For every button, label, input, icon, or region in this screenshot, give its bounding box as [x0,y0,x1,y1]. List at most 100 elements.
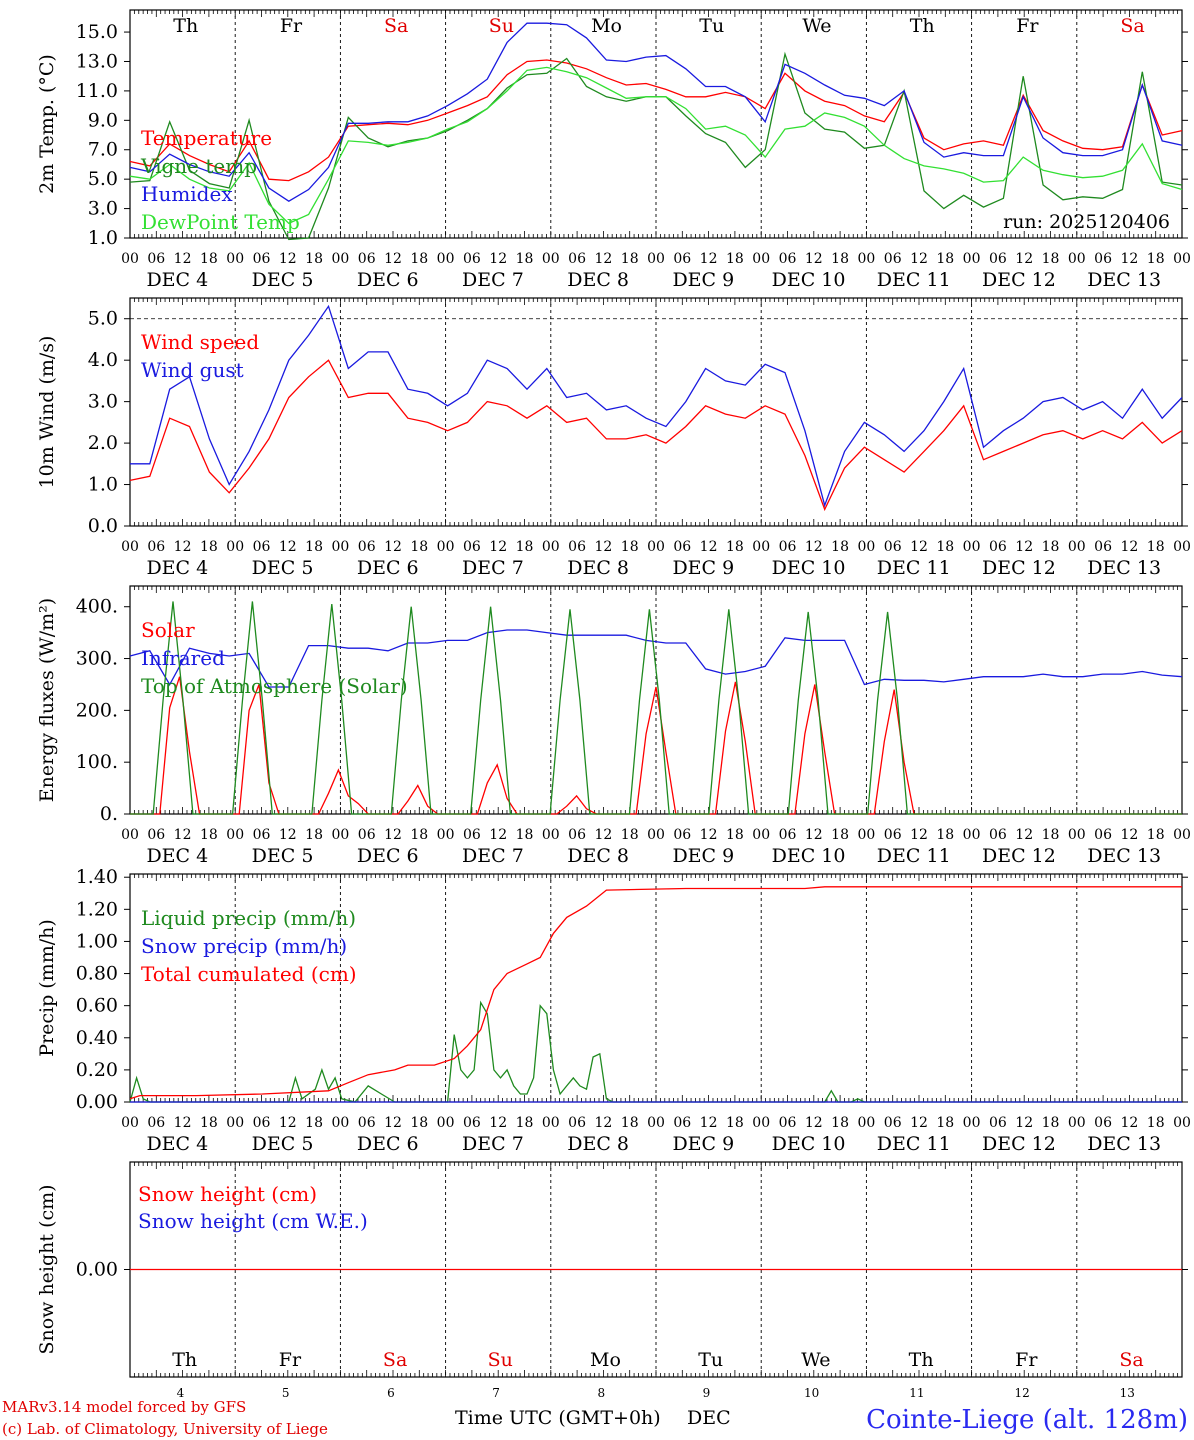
hour-label: 12 [700,539,718,555]
date-label: DEC 13 [1087,269,1161,291]
y-tick-label: 5.0 [88,308,118,330]
legend-entry: Snow height (cm W.E.) [138,1209,368,1233]
date-label: DEC 7 [462,1133,524,1155]
hour-label: 12 [594,827,612,843]
y-tick-label: 0.00 [76,1259,118,1281]
hour-label: 18 [1147,1115,1165,1131]
date-label: DEC 6 [357,269,419,291]
series-line [130,304,1183,508]
hour-label: 12 [279,251,297,267]
panel-precip: 0.00 0.20 0.40 0.60 0.80 1.00 1.20 1.40 Precip (… [36,866,1191,1155]
day-label: Su [488,1349,513,1371]
hour-label: 12 [489,827,507,843]
date-label: DEC 7 [462,557,524,579]
y-tick-label: 1.0 [88,474,118,496]
y-tick-label: 1.20 [76,898,118,920]
day-number: 5 [282,1386,290,1400]
hour-label: 06 [673,251,691,267]
legend-entry: Humidex [141,182,233,206]
hour-label: 18 [1042,1115,1060,1131]
y-tick-label: 0.80 [76,963,118,985]
hour-label: 06 [989,1115,1007,1131]
day-label: Th [909,1349,934,1371]
panel-energy: 0. 100. 200. 300. 400. Energy fluxes (W/m²) So… [36,585,1191,867]
y-tick-label: 1.0 [88,227,118,249]
hour-label: 06 [463,1115,481,1131]
hour-label: 06 [1094,1115,1112,1131]
legend-entry: Snow height (cm) [138,1182,317,1206]
legend-entry: Vigne temp [140,154,257,178]
hour-label: 18 [726,251,744,267]
hour-label: 06 [463,539,481,555]
date-label: DEC 12 [982,269,1056,291]
day-label: Fr [1015,1349,1038,1371]
hour-label: 00 [1173,1115,1191,1131]
hour-label: 12 [805,251,823,267]
hour-label: 12 [594,251,612,267]
hour-label: 12 [1120,539,1138,555]
hour-label: 00 [542,539,560,555]
hour-label: 00 [857,827,875,843]
hour-label: 06 [463,827,481,843]
date-label: DEC 6 [357,557,419,579]
hour-label: 18 [305,539,323,555]
day-label: Tu [699,15,724,37]
day-label: Th [173,15,198,37]
legend-entry: DewPoint Temp [141,210,300,234]
x-axis-month: DEC [687,1407,731,1429]
hour-label: 00 [121,251,139,267]
hour-label: 06 [1094,539,1112,555]
y-tick-label: 0.00 [76,1091,118,1113]
day-label: Tu [698,1349,723,1371]
date-label: DEC 7 [462,845,524,867]
date-label: DEC 13 [1087,557,1161,579]
hour-label: 00 [1068,251,1086,267]
hour-label: 18 [726,539,744,555]
hour-label: 00 [226,827,244,843]
hour-label: 18 [936,539,954,555]
day-label: We [802,15,831,37]
hour-label: 12 [174,539,192,555]
hour-label: 06 [989,827,1007,843]
series-line [129,1000,1182,1103]
hour-label: 18 [516,251,534,267]
day-label: Sa [383,1349,407,1371]
y-tick-label: 2.0 [88,432,118,454]
hour-label: 00 [963,539,981,555]
hour-label: 12 [489,1115,507,1131]
day-label: Sa [1120,15,1144,37]
hour-label: 06 [989,539,1007,555]
y-tick-label: 7.0 [88,139,118,161]
y-axis-label: Energy fluxes (W/m²) [36,598,58,802]
day-label: Su [489,15,514,37]
series-line [129,359,1183,512]
hour-label: 18 [621,539,639,555]
hour-label: 06 [989,251,1007,267]
date-label: DEC 8 [567,1133,629,1155]
hour-label: 18 [305,1115,323,1131]
y-tick-label: 0.20 [76,1059,118,1081]
day-number: 9 [703,1386,711,1400]
hour-label: 00 [752,539,770,555]
hour-label: 12 [805,827,823,843]
hour-label: 06 [568,251,586,267]
hour-label: 06 [779,539,797,555]
hour-label: 06 [253,251,271,267]
series-line [130,601,1182,815]
legend-entry: Wind gust [141,358,244,382]
hour-label: 18 [410,827,428,843]
hour-label: 00 [437,539,455,555]
hour-label: 18 [621,827,639,843]
day-label: We [801,1349,830,1371]
date-label: DEC 12 [982,1133,1056,1155]
day-label: Mo [590,1349,621,1371]
hour-label: 18 [936,251,954,267]
y-tick-label: 0.40 [76,1027,118,1049]
day-label: Sa [384,15,408,37]
hour-label: 06 [673,1115,691,1131]
date-label: DEC 12 [982,557,1056,579]
hour-label: 18 [831,539,849,555]
hour-label: 18 [726,827,744,843]
date-label: DEC 11 [877,845,951,867]
